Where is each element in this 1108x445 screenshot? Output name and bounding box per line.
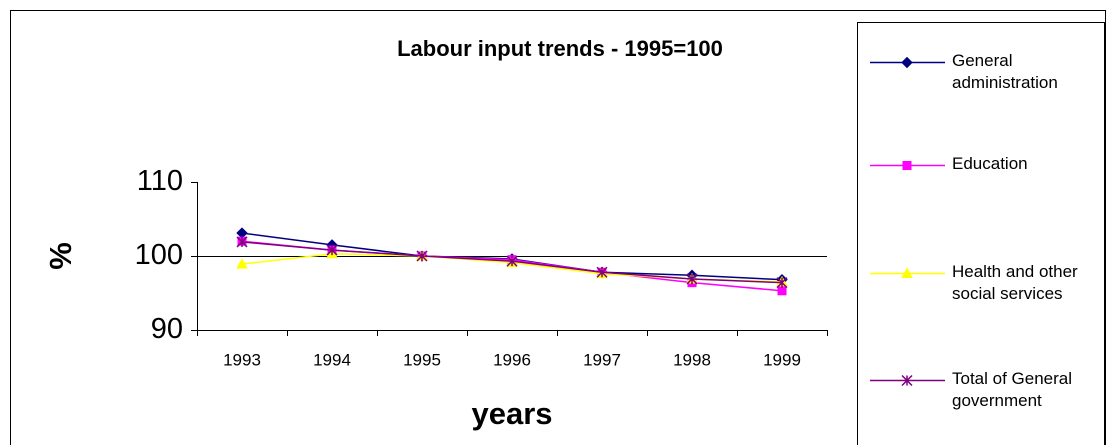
x-tick-label: 1996 [493,350,531,369]
x-tick-label: 1999 [763,350,801,369]
marker [686,273,698,285]
marker [902,161,912,170]
y-tick-label: 100 [135,239,183,271]
marker [901,267,913,278]
x-tick-label: 1995 [403,350,441,369]
marker [776,277,788,289]
marker [901,56,913,69]
x-tick-label: 1994 [313,350,351,369]
legend-label: Education [952,154,1028,173]
x-tick-label: 1997 [583,350,621,369]
y-axis-label: % [43,242,78,270]
legend-box [857,22,1105,445]
marker [506,255,518,267]
legend-label: Health and other social services [952,262,1078,303]
legend-label: General administration [952,51,1058,92]
marker [326,244,338,256]
marker [901,374,913,387]
y-tick-label: 90 [151,313,183,345]
marker [236,236,248,248]
chart-border [10,10,1106,445]
legend-label: Total of General government [952,369,1073,410]
marker [236,227,248,239]
x-axis-label: years [471,396,552,431]
x-tick-label: 1998 [673,350,711,369]
marker [236,258,248,269]
marker [777,286,787,296]
marker [596,266,608,278]
chart-title: Labour input trends - 1995=100 [397,36,723,61]
x-tick-label: 1993 [223,350,261,369]
y-tick-label: 110 [137,165,183,197]
marker [416,250,428,262]
